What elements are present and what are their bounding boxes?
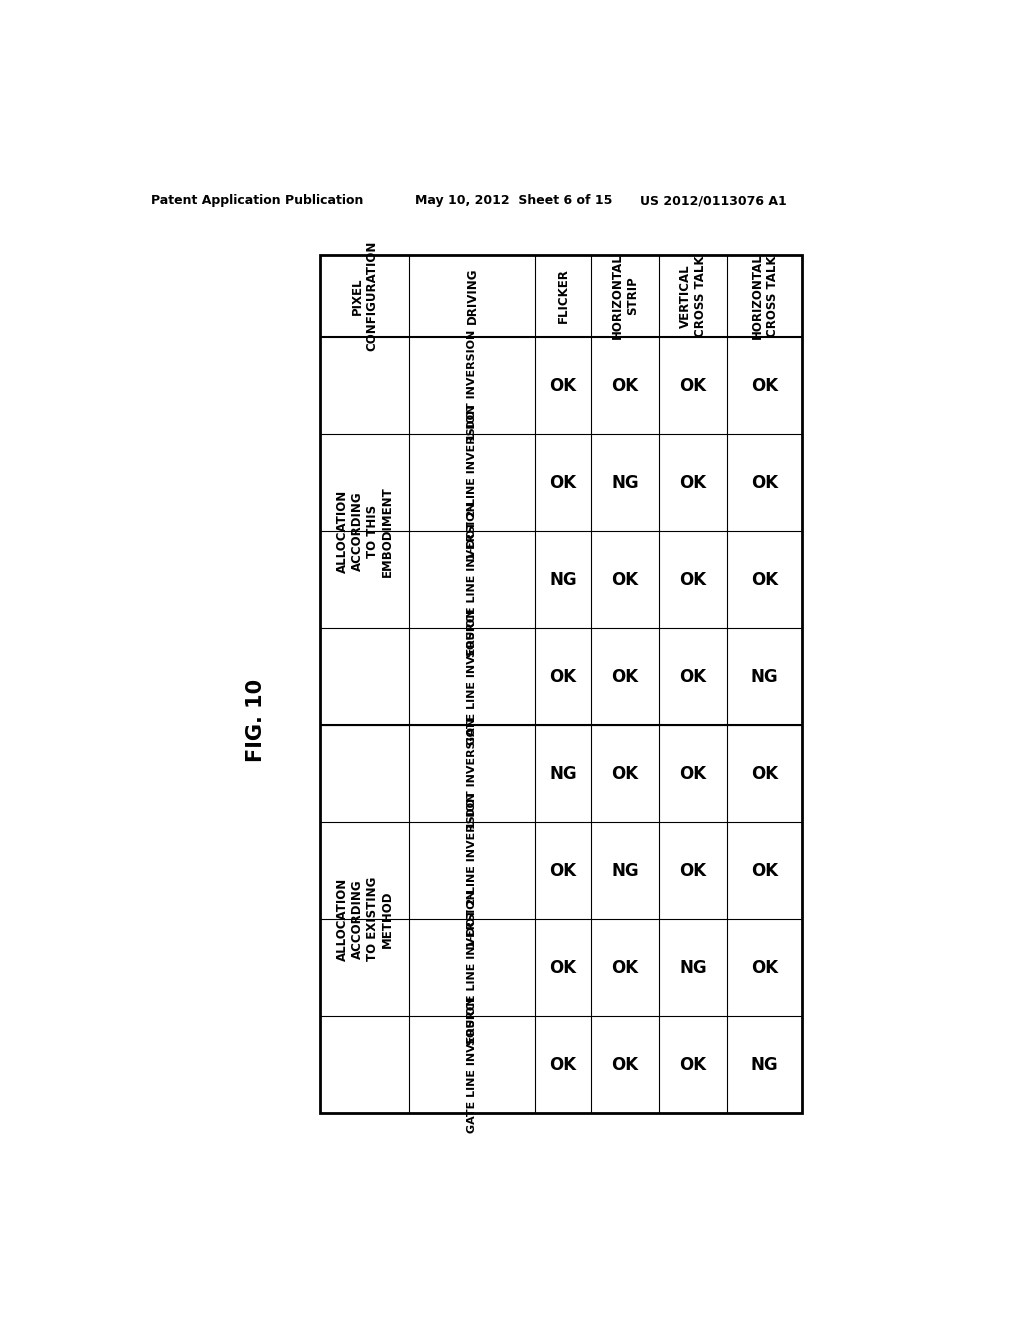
Text: Patent Application Publication: Patent Application Publication — [152, 194, 364, 207]
Text: OK: OK — [549, 474, 577, 491]
Text: ALLOCATION
ACCORDING
TO EXISTING
METHOD: ALLOCATION ACCORDING TO EXISTING METHOD — [336, 876, 393, 961]
Text: PIXEL
CONFIGURATION: PIXEL CONFIGURATION — [350, 240, 379, 351]
Text: OK: OK — [549, 668, 577, 685]
Text: OK: OK — [549, 1056, 577, 1073]
Text: OK: OK — [549, 958, 577, 977]
Text: ALLOCATION
ACCORDING
TO THIS
EMBODIMENT: ALLOCATION ACCORDING TO THIS EMBODIMENT — [336, 486, 393, 577]
Text: OK: OK — [680, 376, 707, 395]
Text: OK: OK — [752, 764, 778, 783]
Text: OK: OK — [611, 958, 639, 977]
Text: HORIZONTAL
CROSS TALK: HORIZONTAL CROSS TALK — [751, 253, 778, 339]
Text: NG: NG — [549, 570, 577, 589]
Text: OK: OK — [611, 570, 639, 589]
Text: US 2012/0113076 A1: US 2012/0113076 A1 — [640, 194, 786, 207]
Text: FIG. 10: FIG. 10 — [246, 678, 266, 762]
Text: OK: OK — [680, 668, 707, 685]
Text: May 10, 2012  Sheet 6 of 15: May 10, 2012 Sheet 6 of 15 — [415, 194, 612, 207]
Text: 1-DOT INVERSION: 1-DOT INVERSION — [467, 718, 477, 829]
Text: VERTICAL
CROSS TALK: VERTICAL CROSS TALK — [679, 255, 708, 337]
Text: OK: OK — [752, 862, 778, 879]
Text: OK: OK — [680, 862, 707, 879]
Text: OK: OK — [680, 570, 707, 589]
Text: NG: NG — [751, 1056, 778, 1073]
Text: GATE LINE INVERSION: GATE LINE INVERSION — [467, 997, 477, 1133]
Text: 1-DOT 2-LINE INVERSION: 1-DOT 2-LINE INVERSION — [467, 405, 477, 560]
Text: SOURCE LINE INVERSION: SOURCE LINE INVERSION — [467, 502, 477, 657]
Text: OK: OK — [549, 862, 577, 879]
Text: OK: OK — [611, 1056, 639, 1073]
Text: OK: OK — [752, 376, 778, 395]
Text: FLICKER: FLICKER — [556, 268, 569, 323]
Text: OK: OK — [680, 474, 707, 491]
Text: NG: NG — [679, 958, 707, 977]
Text: OK: OK — [752, 958, 778, 977]
Text: OK: OK — [611, 376, 639, 395]
Text: OK: OK — [680, 1056, 707, 1073]
Bar — [321, 255, 802, 1113]
Text: NG: NG — [611, 474, 639, 491]
Text: SOURCE LINE INVERSION: SOURCE LINE INVERSION — [467, 890, 477, 1045]
Text: GATE LINE INVERSION: GATE LINE INVERSION — [467, 609, 477, 744]
Text: OK: OK — [611, 668, 639, 685]
Text: 1-DOT 2-LINE INVERSION: 1-DOT 2-LINE INVERSION — [467, 793, 477, 948]
Text: NG: NG — [751, 668, 778, 685]
Text: 1-DOT INVERSION: 1-DOT INVERSION — [467, 330, 477, 441]
Text: OK: OK — [680, 764, 707, 783]
Text: OK: OK — [611, 764, 639, 783]
Text: OK: OK — [752, 570, 778, 589]
Text: NG: NG — [549, 764, 577, 783]
Text: HORIZONTAL
STRIP: HORIZONTAL STRIP — [611, 253, 639, 339]
Text: OK: OK — [549, 376, 577, 395]
Text: NG: NG — [611, 862, 639, 879]
Text: DRIVING: DRIVING — [465, 268, 478, 325]
Text: OK: OK — [752, 474, 778, 491]
